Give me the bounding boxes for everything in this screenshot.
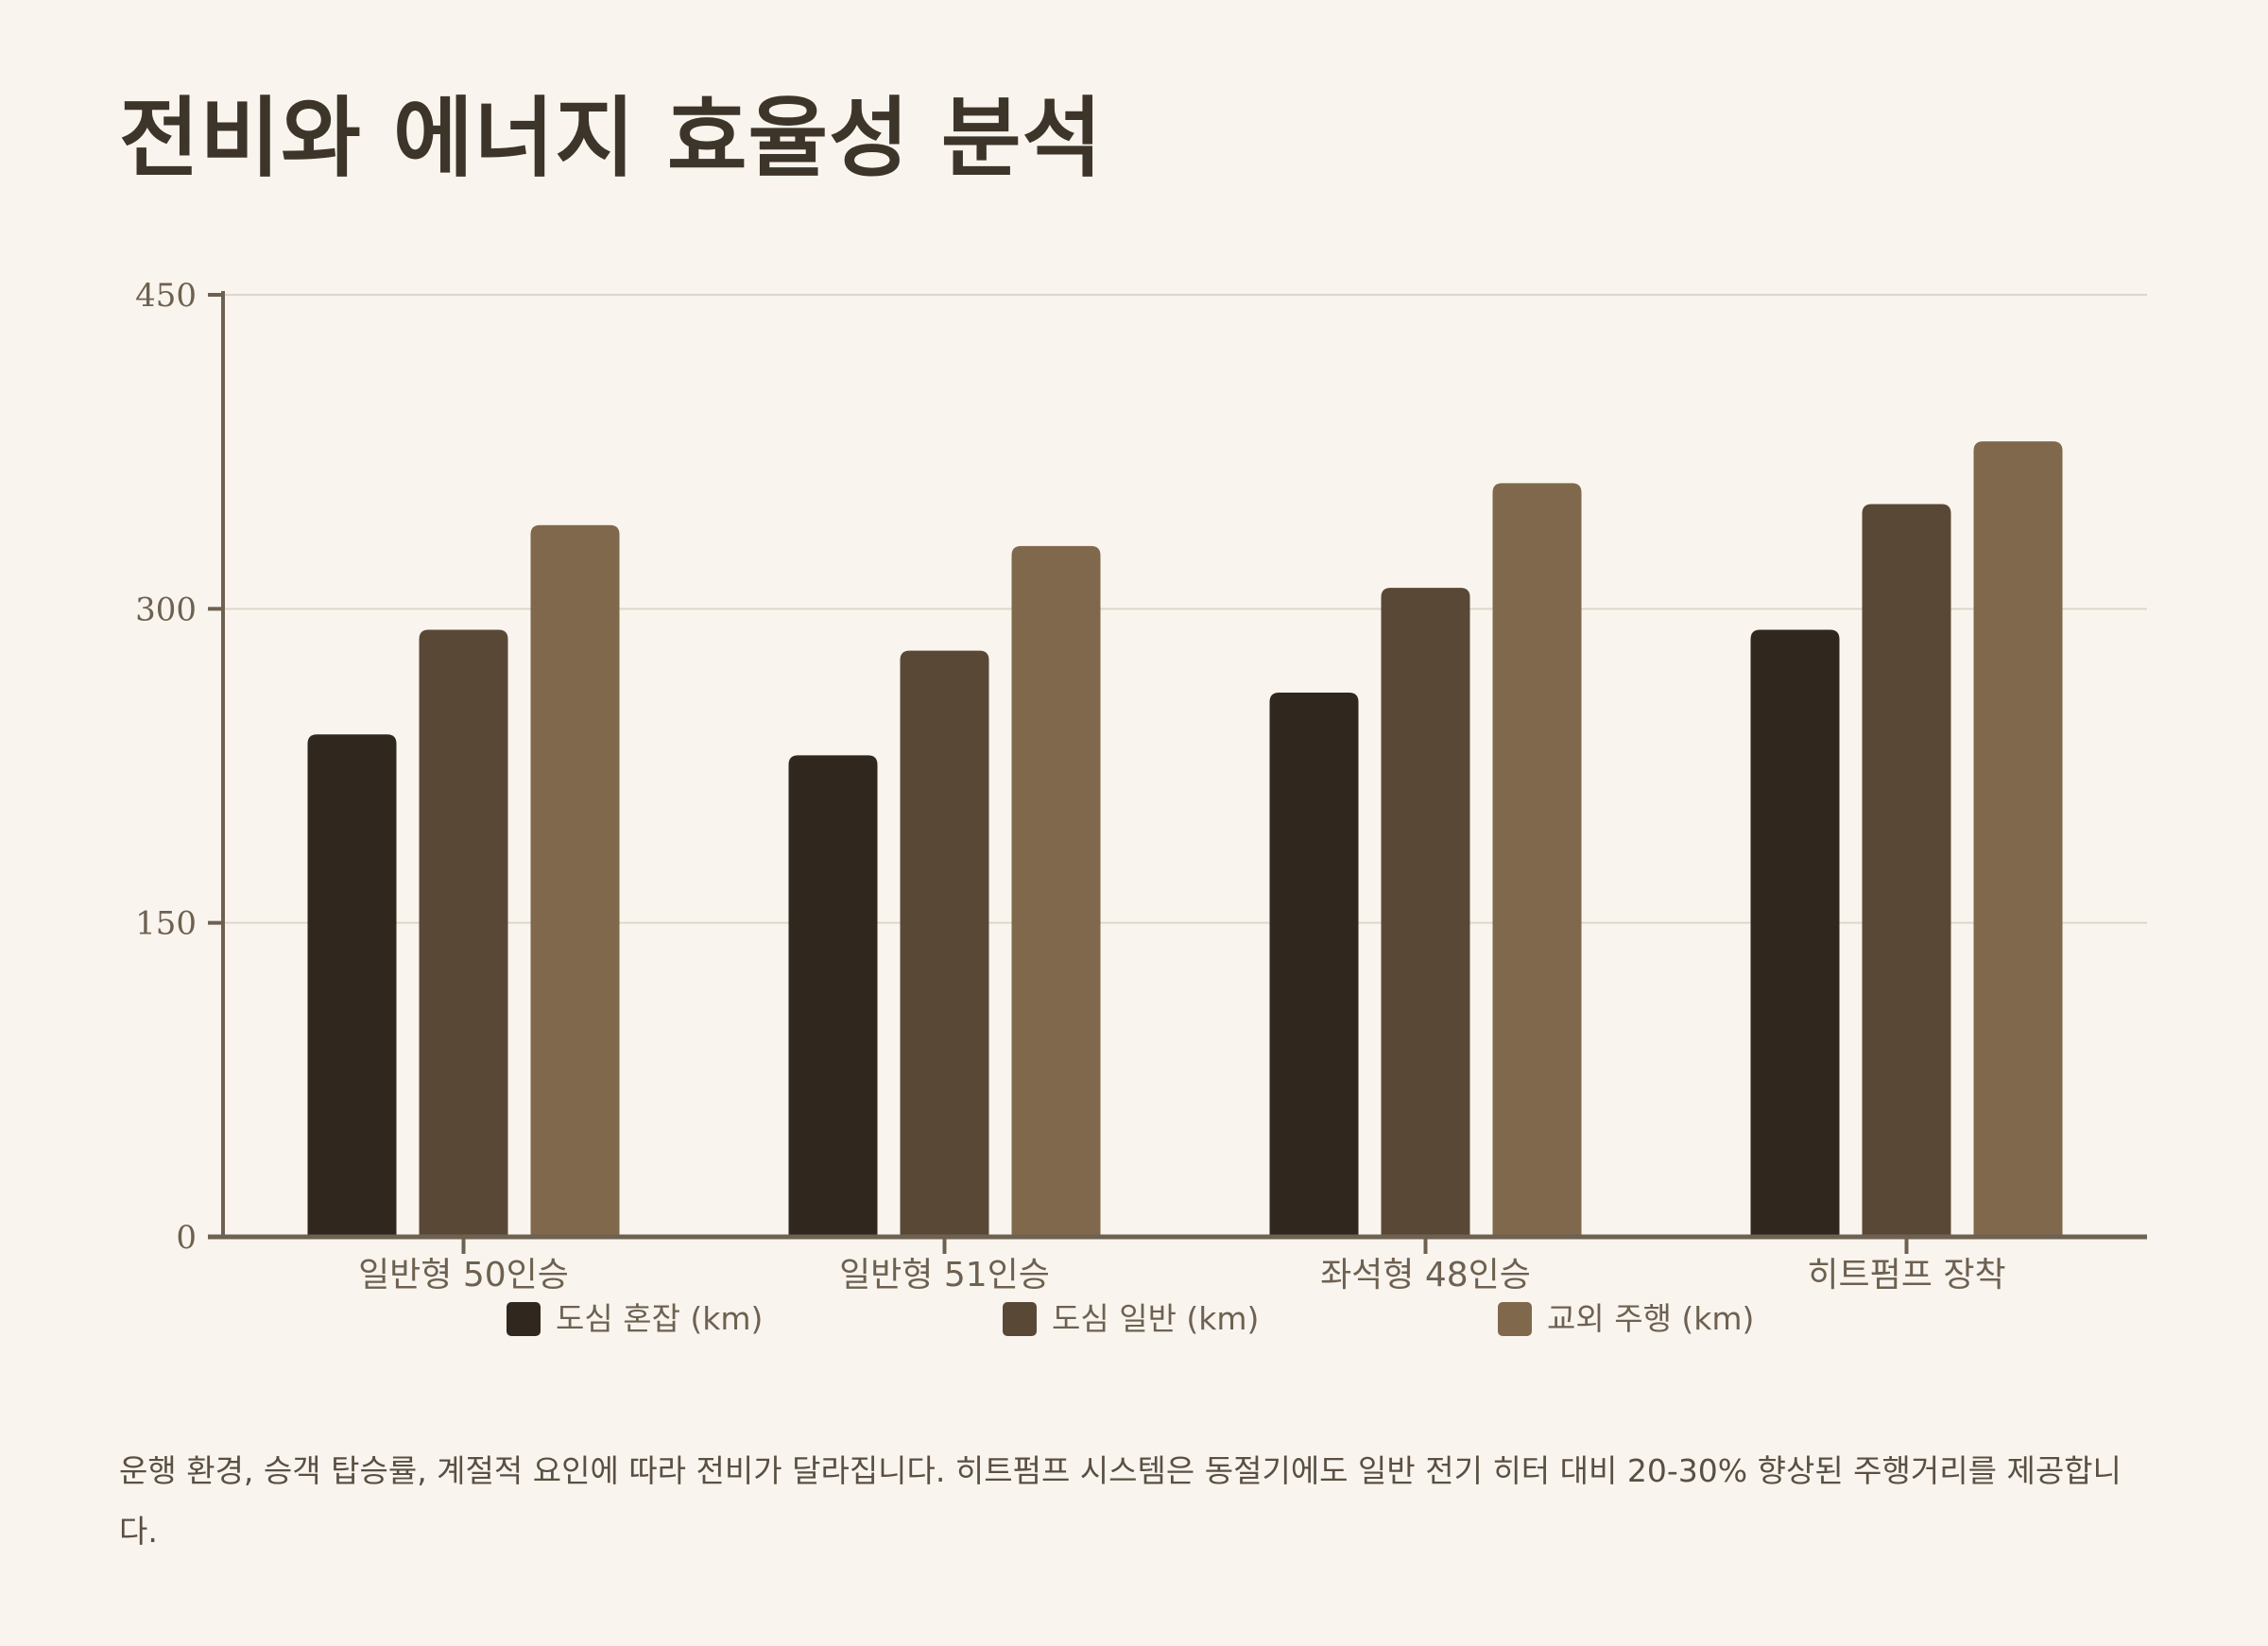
x-axis-ticks: 일반형 50인승 일반형 51인승 좌석형 48인승 히트펌프 장착 [358,1237,2006,1295]
legend: 도심 혼잡 (km) 도심 일반 (km) 교외 주행 (km) [507,1300,1754,1337]
bar [419,629,508,1237]
bar [1011,545,1101,1237]
legend-swatch [507,1302,541,1336]
chart-caption: 운행 환경, 승객 탑승률, 계절적 요인에 따라 전비가 달라집니다. 히트펌… [119,1452,2122,1550]
y-tick-label: 0 [176,1219,197,1257]
y-tick-label: 300 [135,591,197,628]
x-tick-label: 좌석형 48인승 [1320,1256,1531,1295]
legend-swatch [1498,1302,1532,1336]
axes [208,291,2147,1240]
bar [530,524,620,1237]
bar [1750,629,1840,1237]
bar [900,650,989,1237]
legend-swatch [1003,1302,1037,1336]
legend-label: 도심 일반 (km) [1052,1300,1259,1337]
bar [1862,504,1951,1237]
y-tick-label: 150 [135,905,197,943]
bar [1973,441,2063,1238]
x-tick-label: 일반형 51인승 [839,1256,1050,1295]
bar [788,755,878,1237]
page-title: 전비와 에너지 효율성 분석 [119,88,1104,189]
legend-label: 교외 주행 (km) [1547,1300,1754,1337]
grid-lines [223,294,2147,924]
bars [307,441,2063,1238]
y-axis-ticks: 0 150 300 450 [135,277,223,1257]
bar [1492,483,1582,1237]
y-tick-label: 450 [135,277,197,315]
bar [1381,588,1470,1237]
bar [1269,692,1359,1237]
bar [307,734,397,1237]
x-tick-label: 일반형 50인승 [358,1256,569,1295]
legend-label: 도심 혼잡 (km) [556,1300,763,1337]
x-tick-label: 히트펌프 장착 [1807,1256,2005,1295]
